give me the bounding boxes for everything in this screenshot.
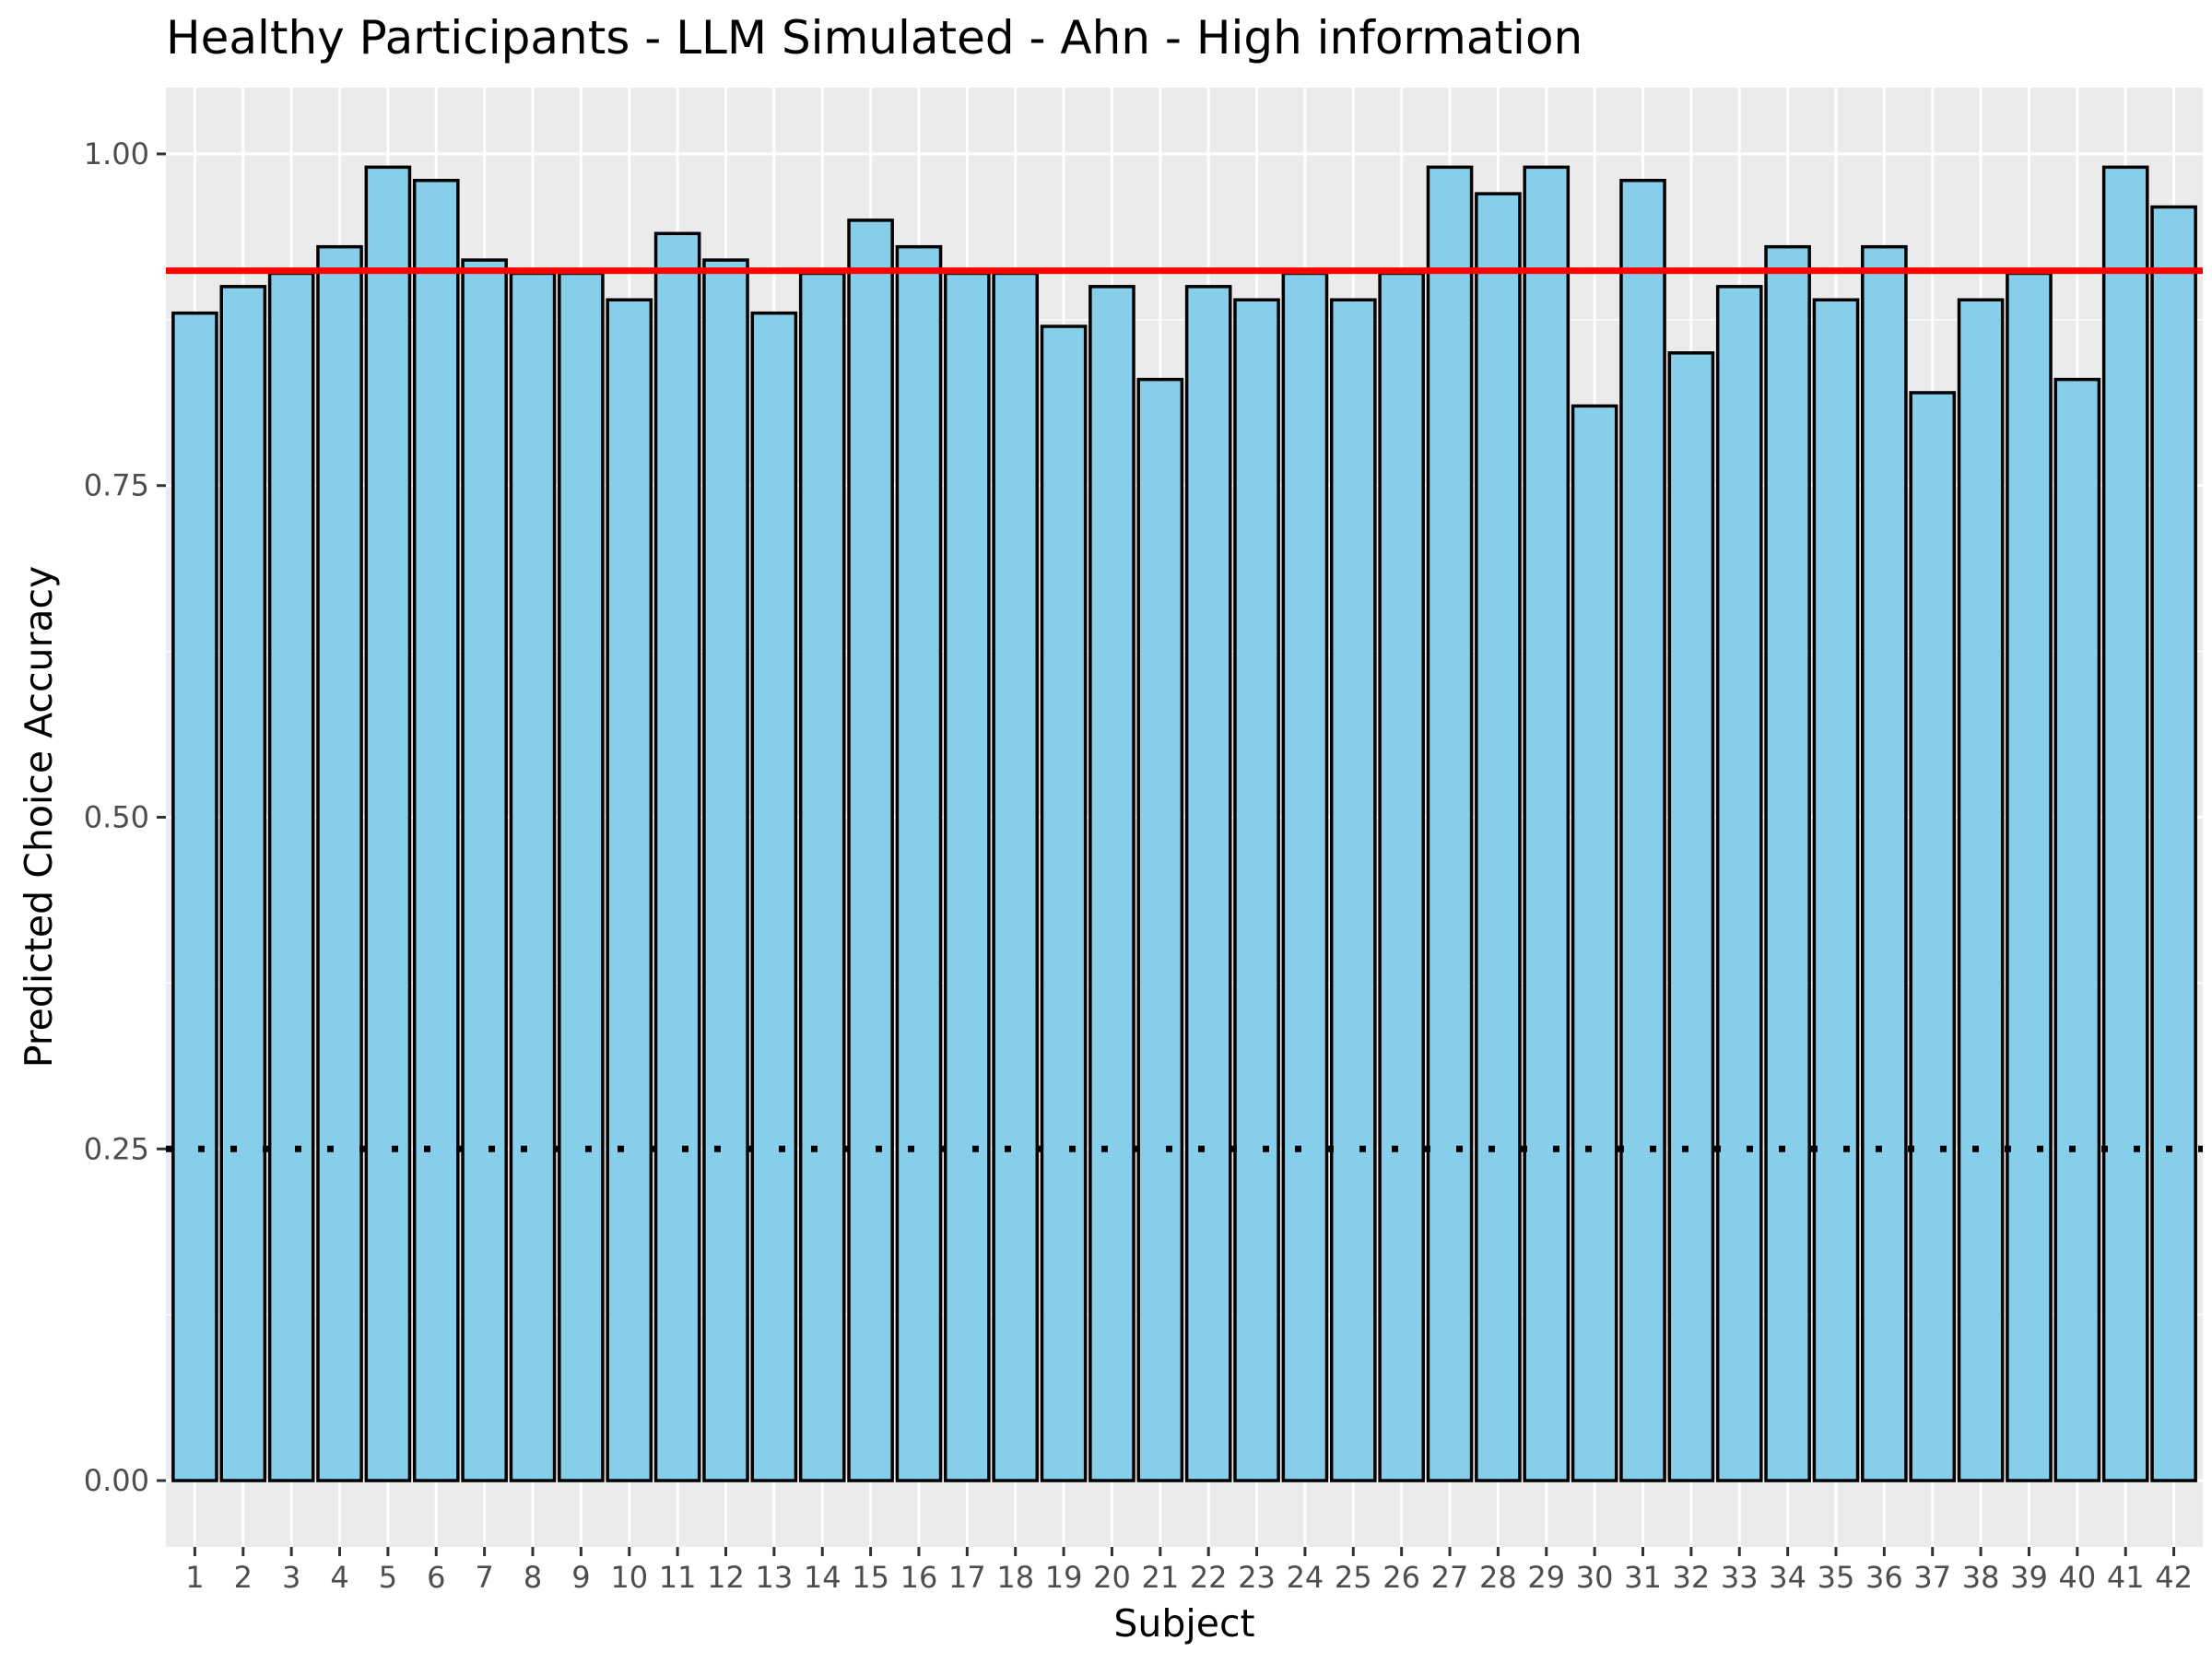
- x-tick-label: 38: [1962, 1560, 2000, 1595]
- x-tick-label: 32: [1673, 1560, 1711, 1595]
- bar-subject-17: [944, 271, 991, 1482]
- x-tick-label: 36: [1865, 1560, 1903, 1595]
- x-tick-label: 39: [2010, 1560, 2048, 1595]
- bar-subject-19: [1040, 325, 1088, 1482]
- x-tick-label: 41: [2107, 1560, 2145, 1595]
- bar-subject-9: [558, 271, 605, 1482]
- bars: [171, 165, 2197, 1482]
- x-tick-label: 34: [1769, 1560, 1806, 1595]
- bar-subject-11: [653, 231, 701, 1482]
- bar-subject-5: [364, 165, 412, 1482]
- bar-subject-31: [1619, 178, 1666, 1482]
- x-tick-label: 3: [282, 1560, 300, 1595]
- x-tick-label: 1: [185, 1560, 204, 1595]
- x-tick-label: 14: [804, 1560, 841, 1595]
- bar-subject-37: [1909, 391, 1957, 1482]
- bar-subject-34: [1764, 244, 1811, 1482]
- bar-subject-38: [1957, 298, 2005, 1482]
- x-tick-label: 13: [755, 1560, 793, 1595]
- bar-subject-1: [171, 311, 218, 1482]
- x-tick-label: 16: [900, 1560, 938, 1595]
- chart-title: Healthy Participants - LLM Simulated - A…: [166, 11, 1583, 65]
- x-tick-label: 7: [475, 1560, 493, 1595]
- bar-subject-33: [1715, 285, 1763, 1482]
- x-tick-label: 26: [1382, 1560, 1420, 1595]
- x-tick-label: 18: [996, 1560, 1034, 1595]
- y-tick-label: 0.75: [84, 468, 149, 503]
- bar-subject-27: [1426, 165, 1474, 1482]
- bar-subject-2: [219, 285, 267, 1482]
- y-tick-label: 0.50: [84, 800, 149, 835]
- x-tick-label: 8: [524, 1560, 542, 1595]
- x-axis-title: Subject: [1113, 1601, 1254, 1646]
- x-tick-label: 21: [1141, 1560, 1179, 1595]
- axes: 0.000.250.500.751.001 2 3 4 5 6 7 8 9 10 11 12 13 14 1…: [84, 136, 2193, 1595]
- bar-subject-15: [847, 218, 894, 1482]
- bar-subject-14: [798, 271, 846, 1482]
- bar-subject-18: [992, 271, 1040, 1482]
- x-tick-label: 31: [1624, 1560, 1662, 1595]
- bar-subject-29: [1523, 165, 1571, 1482]
- bar-subject-3: [267, 271, 315, 1482]
- y-tick-label: 0.00: [84, 1463, 149, 1498]
- x-tick-label: 42: [2155, 1560, 2193, 1595]
- bar-subject-25: [1329, 298, 1377, 1482]
- x-tick-label: 29: [1527, 1560, 1565, 1595]
- bar-subject-8: [509, 271, 557, 1482]
- bar-subject-41: [2101, 165, 2149, 1482]
- x-tick-label: 33: [1721, 1560, 1759, 1595]
- x-tick-label: 28: [1479, 1560, 1517, 1595]
- bar-subject-13: [750, 311, 798, 1482]
- x-tick-label: 19: [1045, 1560, 1083, 1595]
- bar-subject-22: [1184, 285, 1232, 1482]
- y-tick-label: 0.25: [84, 1131, 149, 1166]
- bar-subject-26: [1378, 271, 1425, 1482]
- bar-subject-30: [1571, 404, 1618, 1482]
- bar-subject-24: [1281, 271, 1329, 1482]
- bar-subject-20: [1088, 285, 1135, 1482]
- y-tick-label: 1.00: [84, 136, 149, 171]
- x-tick-label: 6: [427, 1560, 445, 1595]
- x-tick-label: 10: [610, 1560, 648, 1595]
- bar-subject-36: [1861, 244, 1908, 1482]
- bar-subject-6: [412, 178, 460, 1482]
- bar-subject-21: [1136, 377, 1184, 1482]
- bar-subject-39: [2006, 271, 2053, 1482]
- y-axis-title: Predicted Choice Accuracy: [17, 566, 61, 1068]
- x-tick-label: 9: [571, 1560, 590, 1595]
- bar-subject-23: [1233, 298, 1280, 1482]
- x-tick-label: 2: [234, 1560, 253, 1595]
- x-tick-label: 24: [1287, 1560, 1324, 1595]
- x-tick-label: 4: [330, 1560, 348, 1595]
- x-tick-label: 20: [1093, 1560, 1131, 1595]
- x-tick-label: 5: [379, 1560, 397, 1595]
- x-tick-label: 30: [1576, 1560, 1614, 1595]
- bar-subject-28: [1475, 192, 1522, 1482]
- x-tick-label: 12: [707, 1560, 745, 1595]
- x-tick-label: 22: [1190, 1560, 1228, 1595]
- x-tick-label: 17: [948, 1560, 986, 1595]
- x-tick-label: 35: [1818, 1560, 1855, 1595]
- bar-subject-16: [895, 244, 943, 1482]
- bar-subject-35: [1812, 298, 1860, 1482]
- reference-lines: [166, 267, 2203, 1152]
- x-tick-label: 25: [1335, 1560, 1372, 1595]
- bar-subject-32: [1667, 351, 1715, 1482]
- bar-subject-4: [316, 244, 363, 1482]
- x-tick-label: 11: [659, 1560, 697, 1595]
- x-tick-label: 23: [1238, 1560, 1276, 1595]
- bar-subject-10: [606, 298, 653, 1482]
- x-tick-label: 15: [852, 1560, 889, 1595]
- bar-subject-7: [461, 258, 508, 1482]
- x-tick-label: 27: [1431, 1560, 1469, 1595]
- bar-subject-42: [2150, 205, 2197, 1482]
- bar-subject-12: [702, 258, 749, 1482]
- x-tick-label: 40: [2058, 1560, 2096, 1595]
- x-tick-label: 37: [1913, 1560, 1951, 1595]
- bar-subject-40: [2053, 377, 2101, 1482]
